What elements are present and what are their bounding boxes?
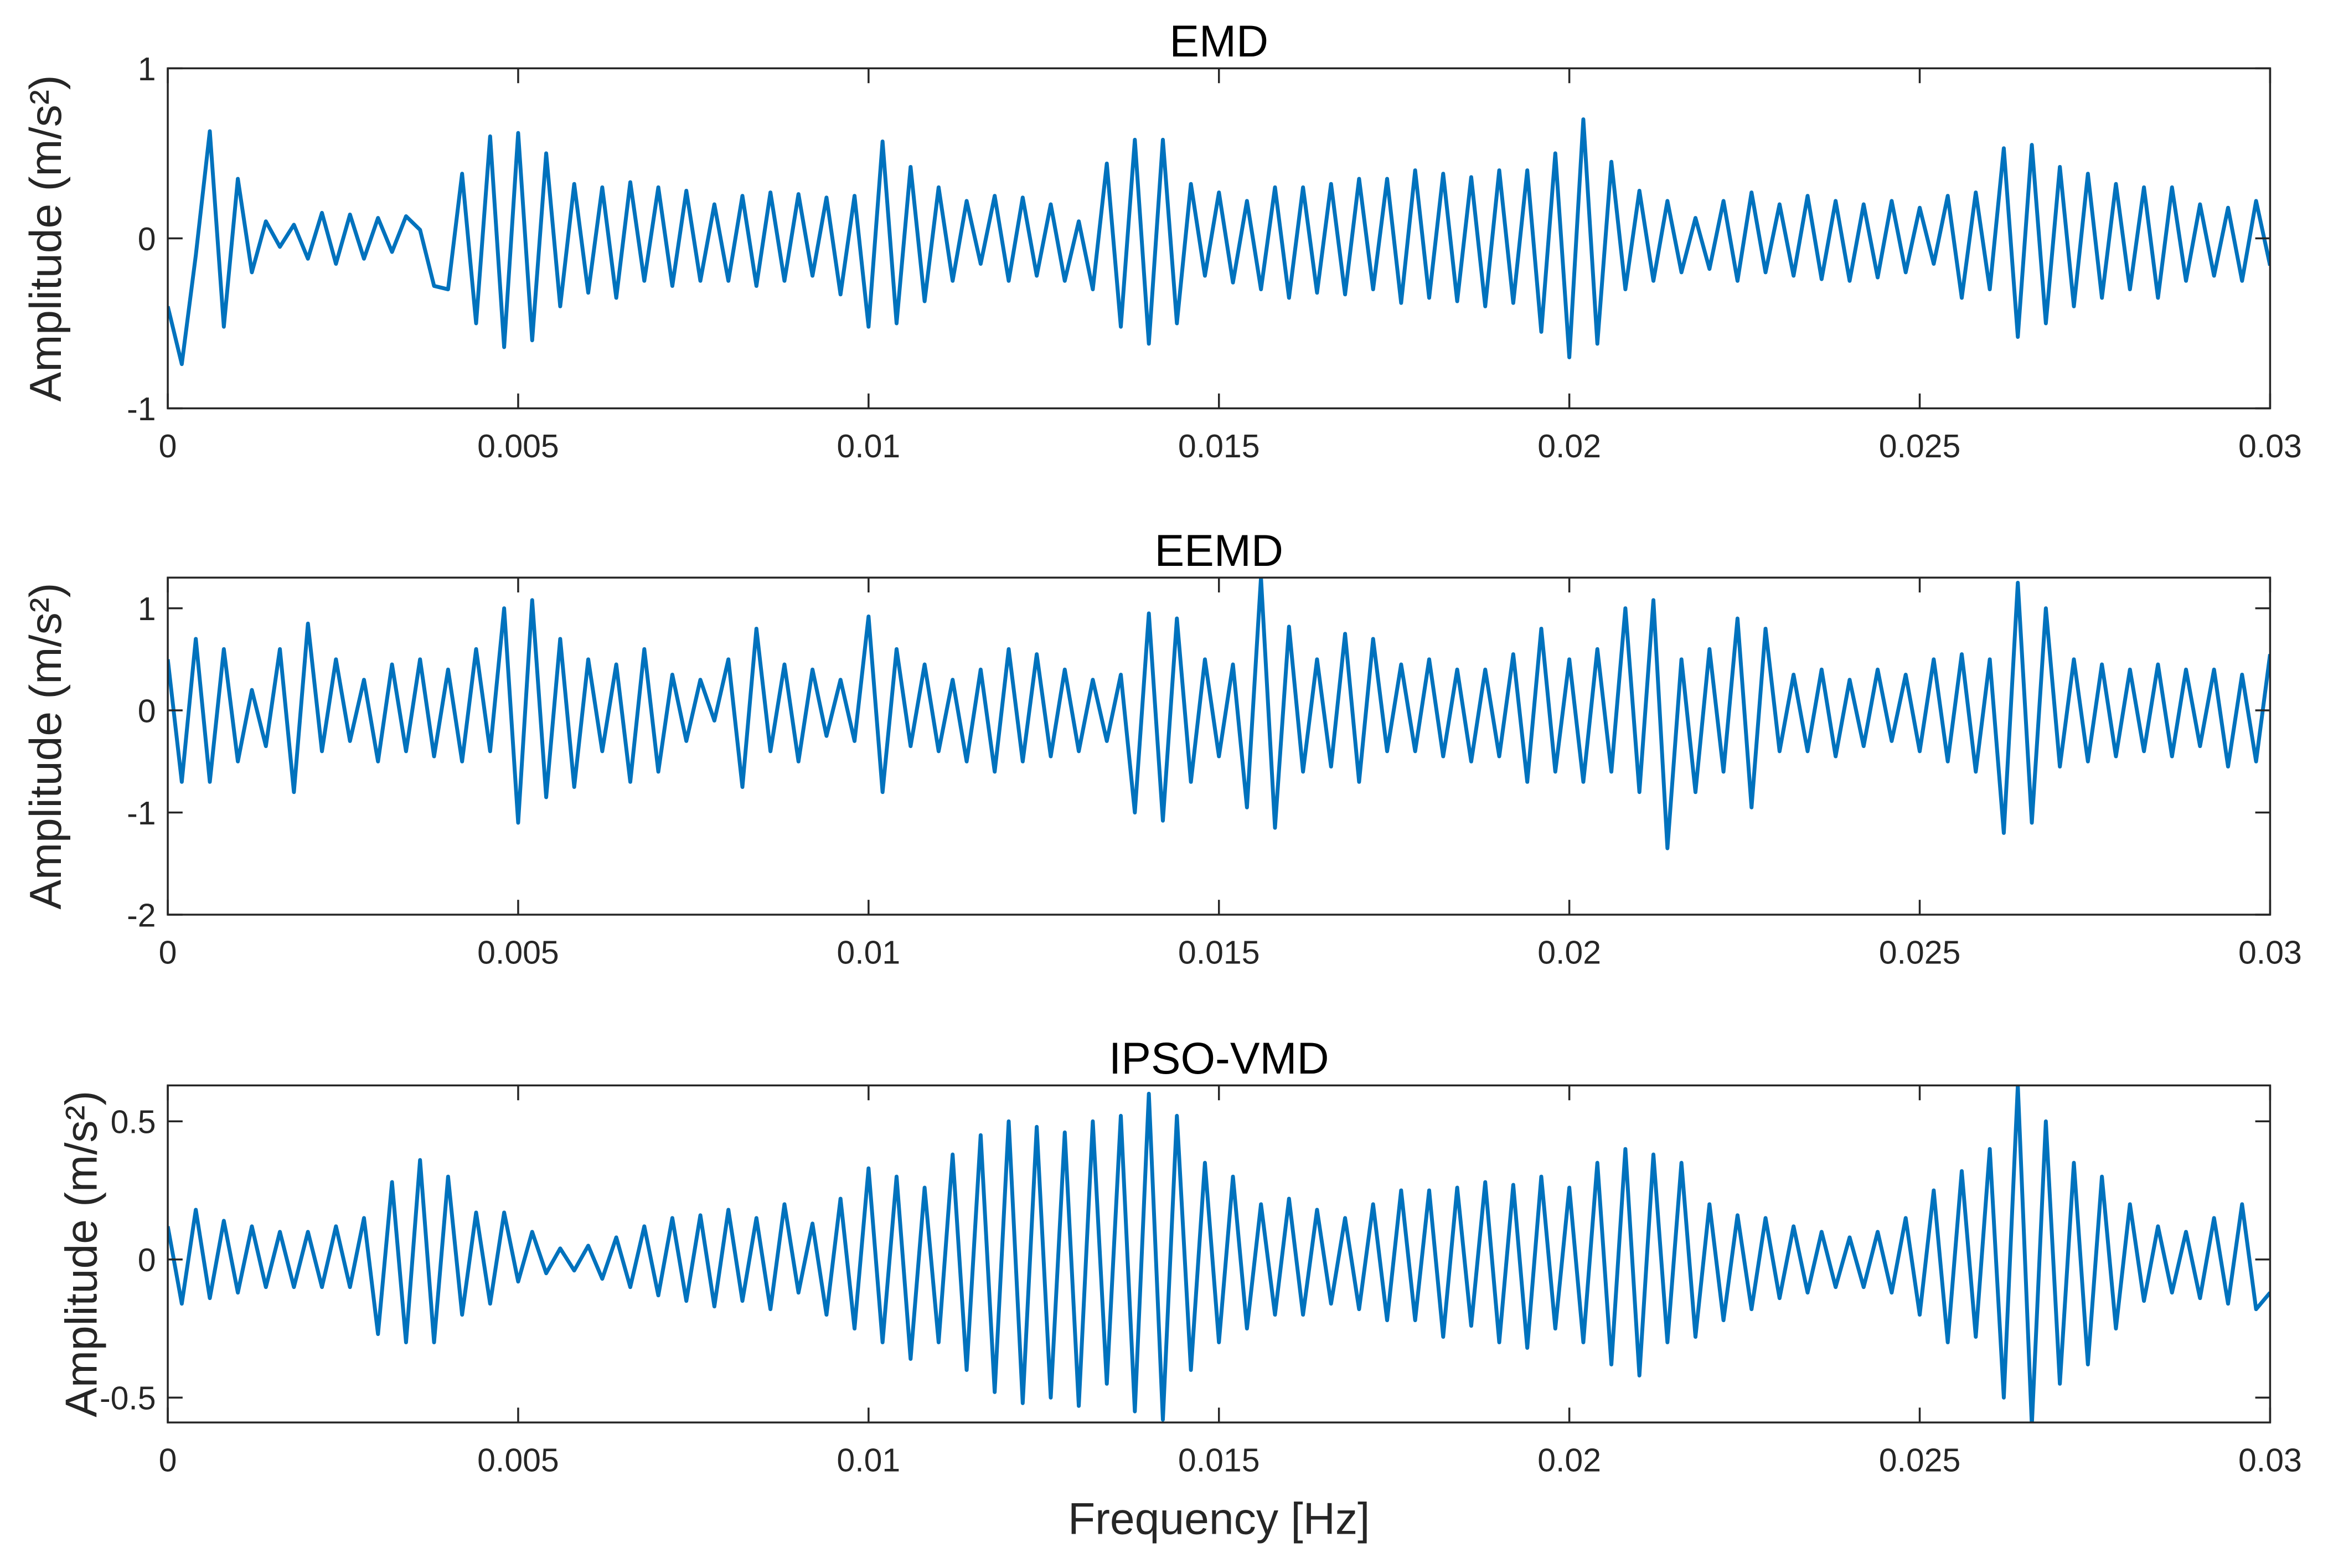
x-tick-label: 0.025 <box>1879 428 1961 465</box>
y-tick-label: 0.5 <box>111 1104 156 1141</box>
x-tick-label: 0.02 <box>1537 934 1601 971</box>
x-tick-label: 0.005 <box>477 428 559 465</box>
x-tick-label: 0.025 <box>1879 1442 1961 1479</box>
subplot-3: 0 0.005 0.01 0.015 0.02 0.025 0.03-0.500.5IPSO… <box>56 1034 2302 1544</box>
x-tick-label: 0.02 <box>1537 1442 1601 1479</box>
subplot-title: EEMD <box>1155 526 1283 576</box>
x-tick-label: 0.03 <box>2238 1442 2302 1479</box>
y-tick-label: -1 <box>127 795 156 832</box>
x-tick-label: 0.005 <box>477 1442 559 1479</box>
subplot-1: 0 0.005 0.01 0.015 0.02 0.025 0.03-101EMDAmpli… <box>21 17 2302 465</box>
y-tick-label: 0 <box>138 1242 156 1278</box>
x-tick-label: 0.03 <box>2238 934 2302 971</box>
x-tick-label: 0.005 <box>477 934 559 971</box>
x-tick-label: 0.01 <box>837 1442 900 1479</box>
series-line <box>168 1085 2270 1423</box>
series-line <box>168 577 2270 850</box>
x-tick-label: 0 <box>159 428 177 465</box>
x-tick-label: 0 <box>159 1442 177 1479</box>
y-tick-label: 0 <box>138 693 156 730</box>
y-tick-label: -1 <box>127 391 156 427</box>
y-tick-label: -2 <box>127 897 156 933</box>
series-line <box>168 117 2270 367</box>
x-tick-label: 0.03 <box>2238 428 2302 465</box>
subplot-title: EMD <box>1169 17 1268 66</box>
x-tick-label: 0.015 <box>1178 428 1260 465</box>
y-axis-label: Amplitude (m/s²) <box>21 75 71 401</box>
subplot-title: IPSO-VMD <box>1109 1034 1329 1084</box>
y-tick-label: -0.5 <box>100 1380 156 1417</box>
x-tick-label: 0.02 <box>1537 428 1601 465</box>
x-axis-label: Frequency [Hz] <box>1068 1494 1370 1544</box>
x-tick-label: 0.025 <box>1879 934 1961 971</box>
x-tick-label: 0.01 <box>837 428 900 465</box>
x-tick-label: 0.015 <box>1178 934 1260 971</box>
y-tick-label: 0 <box>138 221 156 257</box>
y-tick-label: 1 <box>138 51 156 87</box>
subplot-2: 0 0.005 0.01 0.015 0.02 0.025 0.03 -2 -1 0 1 EEMD Am… <box>21 526 2302 971</box>
x-tick-label: 0.015 <box>1178 1442 1260 1479</box>
y-axis-label: Amplitude (m/s²) <box>56 1091 106 1417</box>
y-tick-label: 1 <box>138 591 156 627</box>
y-axis-label: Amplitude (m/s²) <box>21 583 71 910</box>
x-tick-label: 0.01 <box>837 934 900 971</box>
x-tick-label: 0 <box>159 934 177 971</box>
